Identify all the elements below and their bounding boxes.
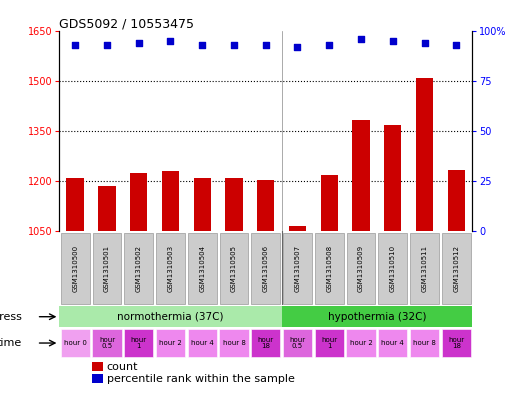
Text: GSM1310506: GSM1310506 xyxy=(263,245,269,292)
Bar xyxy=(257,180,275,231)
Text: hour 8: hour 8 xyxy=(413,340,436,346)
FancyBboxPatch shape xyxy=(410,233,439,304)
Text: GSM1310511: GSM1310511 xyxy=(422,245,428,292)
Bar xyxy=(188,329,217,356)
Point xyxy=(389,38,397,44)
Bar xyxy=(352,120,370,231)
Text: hour 4: hour 4 xyxy=(191,340,214,346)
Text: hour
0.5: hour 0.5 xyxy=(99,337,115,349)
Bar xyxy=(98,186,116,231)
Bar xyxy=(156,329,185,356)
Bar xyxy=(130,173,148,231)
FancyBboxPatch shape xyxy=(220,233,248,304)
Text: GSM1310505: GSM1310505 xyxy=(231,245,237,292)
Text: count: count xyxy=(107,362,138,371)
Text: GSM1310502: GSM1310502 xyxy=(136,245,142,292)
Bar xyxy=(124,329,153,356)
Text: GSM1310501: GSM1310501 xyxy=(104,245,110,292)
Bar xyxy=(346,329,376,356)
Text: GSM1310500: GSM1310500 xyxy=(72,245,78,292)
Text: GSM1310510: GSM1310510 xyxy=(390,245,396,292)
Text: GSM1310509: GSM1310509 xyxy=(358,245,364,292)
Text: hour 0: hour 0 xyxy=(64,340,87,346)
Bar xyxy=(225,178,243,231)
FancyBboxPatch shape xyxy=(251,233,280,304)
FancyBboxPatch shape xyxy=(61,233,89,304)
Bar xyxy=(378,329,407,356)
Text: hour
0.5: hour 0.5 xyxy=(289,337,305,349)
FancyBboxPatch shape xyxy=(93,233,121,304)
Point xyxy=(421,40,429,47)
Bar xyxy=(384,125,401,231)
Text: hour 4: hour 4 xyxy=(381,340,404,346)
FancyBboxPatch shape xyxy=(124,233,153,304)
Bar xyxy=(92,362,103,371)
Text: GSM1310507: GSM1310507 xyxy=(295,245,300,292)
Text: GSM1310508: GSM1310508 xyxy=(326,245,332,292)
Text: time: time xyxy=(0,338,22,348)
Text: hour
18: hour 18 xyxy=(257,337,274,349)
Bar xyxy=(219,329,249,356)
Text: hour
1: hour 1 xyxy=(131,337,147,349)
Point xyxy=(103,42,111,49)
Text: hour 2: hour 2 xyxy=(350,340,373,346)
Bar xyxy=(92,329,122,356)
Text: normothermia (37C): normothermia (37C) xyxy=(117,312,224,322)
Text: GSM1310512: GSM1310512 xyxy=(453,245,459,292)
Bar xyxy=(289,226,306,231)
Bar xyxy=(92,374,103,383)
FancyBboxPatch shape xyxy=(188,233,217,304)
Text: GSM1310504: GSM1310504 xyxy=(199,245,205,292)
Bar xyxy=(283,329,312,356)
Bar xyxy=(442,329,471,356)
Bar xyxy=(60,329,90,356)
Bar xyxy=(251,329,280,356)
Text: hour
1: hour 1 xyxy=(321,337,337,349)
FancyBboxPatch shape xyxy=(156,233,185,304)
FancyBboxPatch shape xyxy=(347,233,375,304)
Point xyxy=(262,42,270,49)
Text: hour 2: hour 2 xyxy=(159,340,182,346)
FancyBboxPatch shape xyxy=(442,233,471,304)
Point xyxy=(198,42,206,49)
Bar xyxy=(162,171,179,231)
Bar xyxy=(59,306,282,327)
Point xyxy=(230,42,238,49)
FancyBboxPatch shape xyxy=(283,233,312,304)
Text: hour
18: hour 18 xyxy=(448,337,464,349)
Bar xyxy=(320,175,338,231)
Bar xyxy=(447,170,465,231)
Text: GSM1310503: GSM1310503 xyxy=(168,245,173,292)
FancyBboxPatch shape xyxy=(315,233,344,304)
Bar xyxy=(67,178,84,231)
FancyBboxPatch shape xyxy=(378,233,407,304)
Bar xyxy=(410,329,439,356)
Text: percentile rank within the sample: percentile rank within the sample xyxy=(107,374,295,384)
Point xyxy=(452,42,460,49)
Text: stress: stress xyxy=(0,312,22,322)
Bar xyxy=(194,178,211,231)
Text: hypothermia (32C): hypothermia (32C) xyxy=(328,312,426,322)
Point xyxy=(357,36,365,42)
Bar xyxy=(416,78,433,231)
Point xyxy=(166,38,174,44)
Text: hour 8: hour 8 xyxy=(222,340,246,346)
Point xyxy=(71,42,79,49)
Point xyxy=(294,44,302,51)
Bar xyxy=(315,329,344,356)
Point xyxy=(135,40,143,47)
Point xyxy=(325,42,333,49)
Text: GDS5092 / 10553475: GDS5092 / 10553475 xyxy=(59,17,195,30)
Bar xyxy=(282,306,472,327)
